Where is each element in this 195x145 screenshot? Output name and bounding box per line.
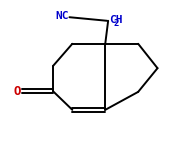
Text: CH: CH (109, 15, 123, 25)
Text: 2: 2 (113, 19, 119, 28)
Text: O: O (13, 85, 21, 98)
Text: NC: NC (55, 11, 68, 21)
